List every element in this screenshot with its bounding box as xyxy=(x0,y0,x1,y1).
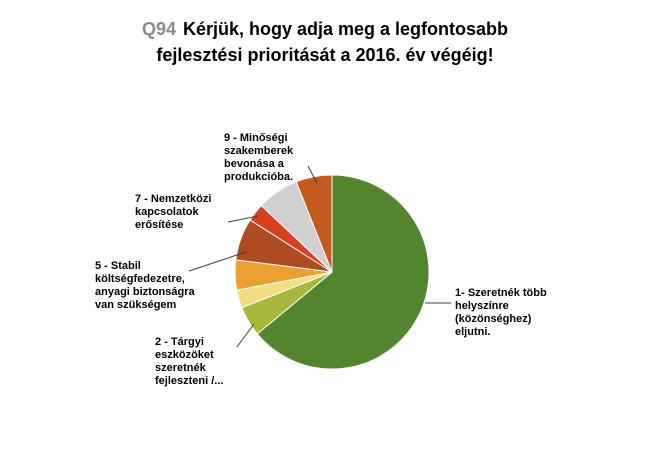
slice-label-9: 9 - Minőségi szakemberek bevonása a prod… xyxy=(224,132,294,183)
slice-label-1: 1- Szeretnék több helyszínre (közönséghe… xyxy=(455,287,547,338)
leader-lines xyxy=(188,165,451,348)
chart-title: Q94 Kérjük, hogy adja meg a legfontosabb … xyxy=(0,16,650,68)
pie-slice xyxy=(256,174,430,370)
slice-label-5: 5 - Stabil költségfedezetre, anyagi bizt… xyxy=(95,260,195,311)
pie-slices xyxy=(234,174,430,370)
question-number: Q94 xyxy=(141,19,176,39)
chart-title-line2: fejlesztési prioritását a 2016. év végéi… xyxy=(156,45,494,65)
leader-line xyxy=(188,251,247,272)
leader-line xyxy=(227,215,259,223)
chart-title-line1: Q94 Kérjük, hogy adja meg a legfontosabb xyxy=(0,16,650,42)
leader-line xyxy=(236,323,255,348)
chart-title-line1-text: Kérjük, hogy adja meg a legfontosabb xyxy=(182,19,509,39)
leader-line xyxy=(307,165,318,184)
slice-label-2: 2 - Tárgyi eszközöket szeretnék fejleszt… xyxy=(155,336,224,387)
slice-label-7: 7 - Nemzetközi kapcsolatok erősítése xyxy=(135,193,212,231)
